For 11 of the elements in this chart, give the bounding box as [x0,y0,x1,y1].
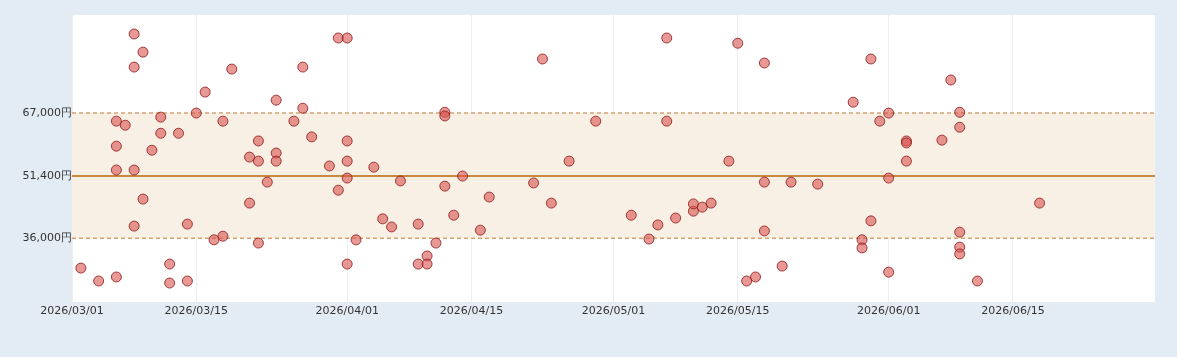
x-tick-label: 2026/04/15 [439,304,504,318]
x-tick-label: 2026/05/15 [706,304,770,318]
x-tick-label: 2026/04/01 [315,304,379,318]
x-tick-label: 2026/06/01 [856,304,921,318]
y-tick-label: 36,000円 [22,231,72,245]
y-tick-label: 51,400円 [22,168,72,182]
x-tick-label: 2026/03/15 [164,304,228,318]
x-tick-label: 2026/06/15 [981,304,1045,318]
y-tick-label: 67,000円 [22,105,72,119]
x-tick-label: 2026/03/01 [40,304,104,318]
x-tick-label: 2026/05/01 [581,304,646,318]
